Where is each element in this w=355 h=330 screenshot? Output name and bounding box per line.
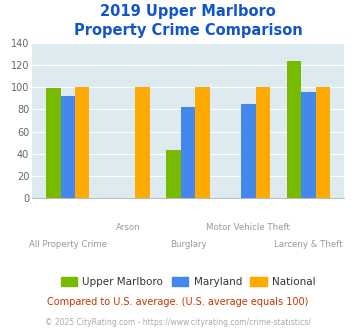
Text: © 2025 CityRating.com - https://www.cityrating.com/crime-statistics/: © 2025 CityRating.com - https://www.city…: [45, 318, 310, 327]
Bar: [75, 87, 89, 198]
Bar: [195, 87, 210, 198]
Text: Burglary: Burglary: [170, 240, 207, 249]
Bar: [316, 87, 330, 198]
Bar: [46, 88, 61, 198]
Bar: [166, 150, 181, 198]
Bar: [135, 87, 150, 198]
Text: Compared to U.S. average. (U.S. average equals 100): Compared to U.S. average. (U.S. average …: [47, 297, 308, 307]
Bar: [61, 96, 75, 198]
Bar: [181, 107, 195, 198]
Legend: Upper Marlboro, Maryland, National: Upper Marlboro, Maryland, National: [56, 273, 320, 292]
Text: Motor Vehicle Theft: Motor Vehicle Theft: [206, 223, 290, 232]
Text: Arson: Arson: [116, 223, 140, 232]
Bar: [241, 104, 256, 198]
Bar: [287, 61, 301, 198]
Text: All Property Crime: All Property Crime: [29, 240, 107, 249]
Title: 2019 Upper Marlboro
Property Crime Comparison: 2019 Upper Marlboro Property Crime Compa…: [74, 4, 302, 38]
Bar: [256, 87, 270, 198]
Bar: [301, 92, 316, 198]
Text: Larceny & Theft: Larceny & Theft: [274, 240, 343, 249]
